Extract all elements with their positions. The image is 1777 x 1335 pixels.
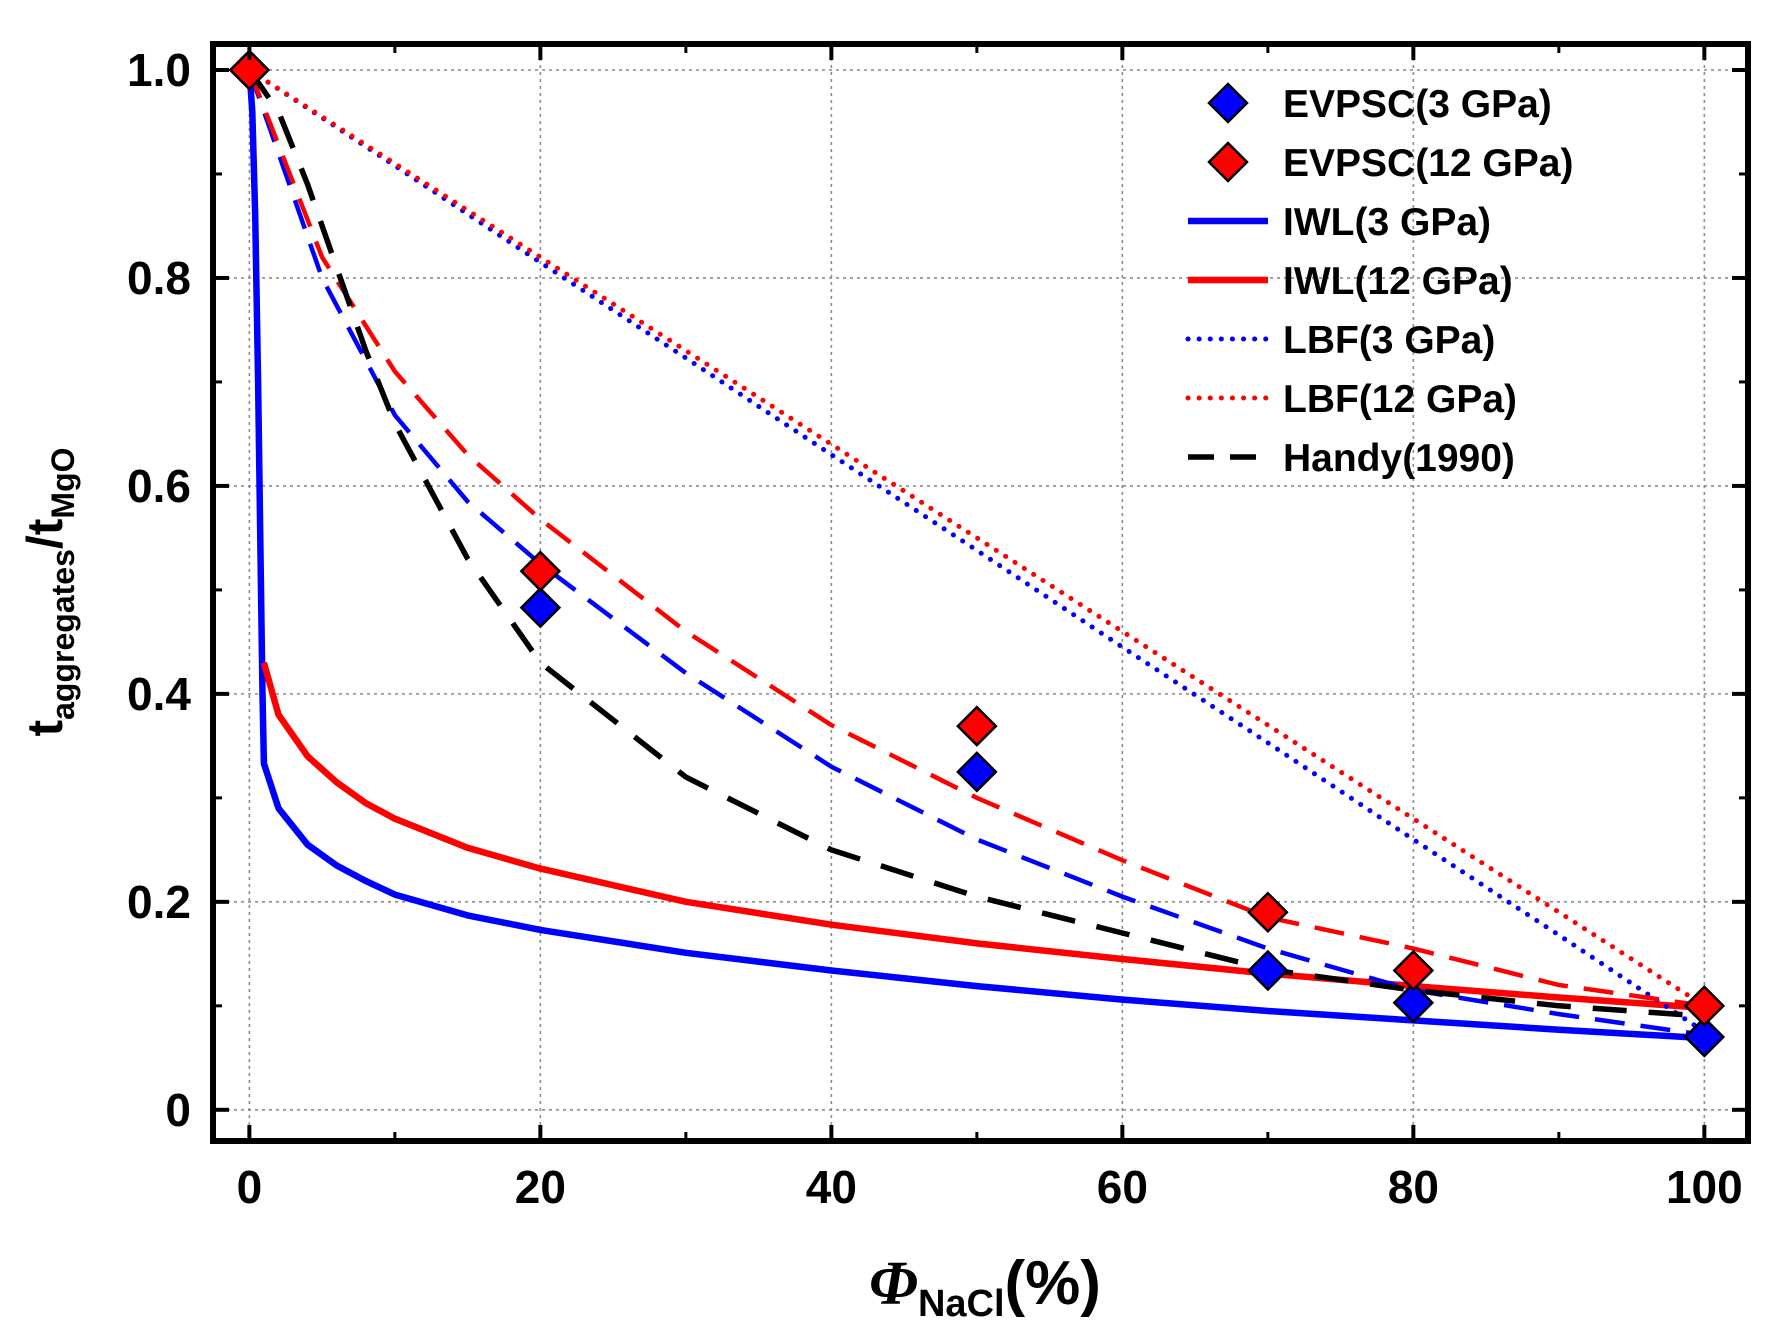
x-tick-label: 60 — [1097, 1161, 1148, 1213]
data-point-evpsc-12-gpa — [519, 550, 562, 592]
series-line-lbf-12-gpa — [246, 67, 1707, 1009]
legend: EVPSC(3 GPa) EVPSC(12 GPa) IWL(3 GPa) IWL(1… — [1185, 82, 1573, 480]
y-tick-label: 0 — [165, 1084, 191, 1136]
legend-item-iwl-3-gpa: IWL(3 GPa) — [1188, 201, 1491, 244]
legend-label-lbf-12-gpa: LBF(12 GPa) — [1283, 378, 1517, 421]
marker-layer — [228, 49, 1726, 1058]
series-line-guide-ff0000 — [247, 69, 1705, 1009]
data-point-evpsc-12-gpa — [1247, 891, 1289, 934]
y-axis-label: taggregates/tMgO — [17, 447, 81, 736]
data-point-evpsc-12-gpa — [1683, 985, 1726, 1027]
legend-item-lbf-3-gpa: LBF(3 GPa) — [1185, 319, 1495, 362]
x-tick-label: 40 — [806, 1161, 857, 1213]
plot-frame — [210, 41, 1751, 1144]
y-tick-label: 0.2 — [127, 876, 191, 928]
legend-item-lbf-12-gpa: LBF(12 GPa) — [1185, 378, 1517, 421]
x-axis-label: ΦNaCl(%) — [869, 1249, 1101, 1325]
legend-item-evpsc-3-gpa: EVPSC(3 GPa) — [1207, 82, 1552, 126]
data-point-evpsc-3-gpa — [519, 586, 562, 629]
legend-item-evpsc-12-gpa: EVPSC(12 GPa) — [1207, 141, 1573, 185]
y-tick-label: 0.8 — [127, 252, 191, 304]
legend-label-lbf-3-gpa: LBF(3 GPa) — [1283, 319, 1495, 362]
y-axis-label-slash: /t — [17, 518, 73, 549]
data-point-evpsc-3-gpa — [1392, 981, 1435, 1024]
x-tick-label: 100 — [1666, 1161, 1743, 1213]
grid — [213, 44, 1748, 1141]
data-point-evpsc-12-gpa — [228, 49, 271, 91]
legend-label-evpsc-12-gpa: EVPSC(12 GPa) — [1283, 142, 1573, 185]
y-axis-label-sub-aggregates: aggregates — [45, 549, 81, 720]
x-tick-label: 20 — [515, 1161, 566, 1213]
legend-label-evpsc-3-gpa: EVPSC(3 GPa) — [1283, 83, 1552, 126]
legend-label-handy-1990: Handy(1990) — [1283, 437, 1515, 480]
x-axis-label-suffix: (%) — [1005, 1249, 1101, 1318]
legend-label-iwl-12-gpa: IWL(12 GPa) — [1283, 260, 1513, 303]
y-axis-label-t: t — [17, 720, 73, 737]
y-tick-label: 0.4 — [127, 668, 191, 720]
plot-background — [213, 44, 1748, 1141]
series-line-handy-1990 — [247, 68, 1705, 1019]
data-point-evpsc-3-gpa — [1247, 949, 1289, 992]
y-tick-label: 1.0 — [127, 44, 191, 96]
legend-label-iwl-3-gpa: IWL(3 GPa) — [1283, 201, 1491, 244]
x-tick-label: 80 — [1388, 1161, 1439, 1213]
x-axis-label-subscript: NaCl — [918, 1283, 1005, 1325]
ticks: 0 20 40 60 80 100 0 0.2 0.4 0.6 0.8 1.0 — [127, 44, 1748, 1213]
legend-item-iwl-12-gpa: IWL(12 GPa) — [1188, 260, 1513, 303]
y-axis-label-sub-mgo: MgO — [45, 447, 81, 518]
y-tick-label: 0.6 — [127, 460, 191, 512]
data-point-evpsc-3-gpa — [1683, 1016, 1726, 1058]
series-line-iwl-3-gpa — [246, 69, 1705, 1042]
series-line-lbf-3-gpa — [246, 67, 1707, 1035]
legend-marker-evpsc-3-gpa — [1207, 82, 1249, 124]
x-tick-label: 0 — [237, 1161, 263, 1213]
series-layer — [246, 67, 1707, 1042]
x-axis-label-symbol: Φ — [869, 1250, 918, 1318]
legend-item-handy-1990: Handy(1990) — [1188, 437, 1515, 480]
data-point-evpsc-12-gpa — [956, 705, 998, 747]
data-point-evpsc-12-gpa — [1392, 949, 1435, 992]
legend-marker-evpsc-12-gpa — [1207, 141, 1249, 183]
data-point-evpsc-3-gpa — [956, 751, 998, 793]
